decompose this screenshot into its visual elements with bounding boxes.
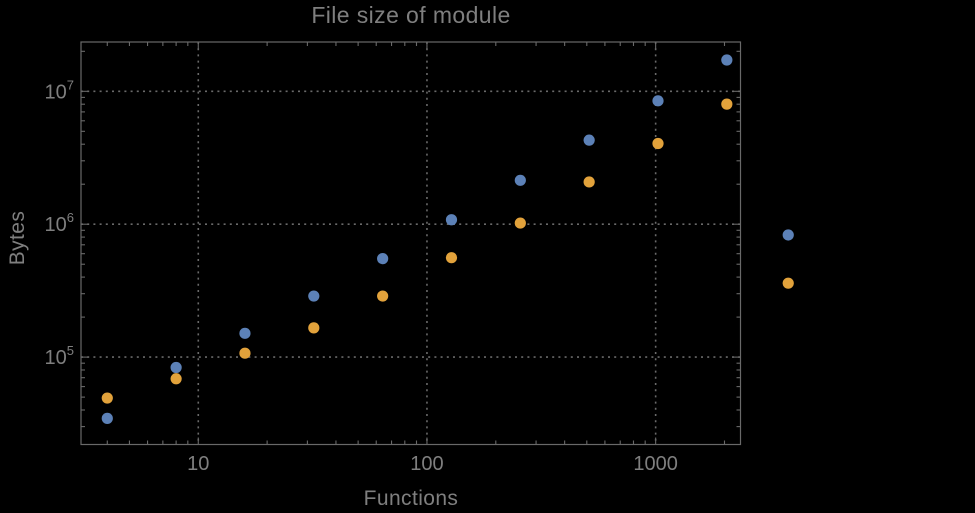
x-axis-label: Functions xyxy=(363,487,459,510)
x-tick-label-1000: 1000 xyxy=(633,453,678,475)
plot-frame xyxy=(80,41,742,446)
x-tick-label-100: 100 xyxy=(410,453,443,475)
data-point-series-1-blue-x16 xyxy=(239,327,251,339)
y-axis-label: Bytes xyxy=(6,210,29,266)
data-point-series-1-blue-x3800 xyxy=(782,229,794,241)
data-point-series-1-blue-x8 xyxy=(170,361,182,374)
chart-title: File size of module xyxy=(311,2,511,28)
data-point-series-2-orange-x3800 xyxy=(782,277,794,289)
data-point-series-1-blue-x1024 xyxy=(652,95,664,107)
y-tick-label-10e5: 105 xyxy=(45,343,74,369)
data-point-series-2-orange-x256 xyxy=(514,217,526,229)
series-1-blue xyxy=(101,54,794,424)
x-tick-label-10: 10 xyxy=(187,453,209,475)
y-tick-label-10e6: 106 xyxy=(45,210,74,236)
data-point-series-1-blue-x512 xyxy=(583,134,595,146)
data-point-series-1-blue-x32 xyxy=(308,290,320,302)
axis-ticks xyxy=(81,42,741,445)
data-point-series-2-orange-x64 xyxy=(377,290,389,302)
data-point-series-2-orange-x4 xyxy=(101,392,113,404)
data-point-series-2-orange-x32 xyxy=(308,322,320,334)
y-tick-labels: 105 106 107 xyxy=(45,77,74,369)
data-point-series-1-blue-x256 xyxy=(514,174,526,186)
data-point-series-1-blue-x64 xyxy=(377,253,389,265)
x-tick-labels: 10 100 1000 xyxy=(187,453,678,475)
data-point-series-2-orange-x8 xyxy=(170,373,182,385)
data-point-series-2-orange-x1024 xyxy=(652,137,664,150)
data-point-series-1-blue-x128 xyxy=(445,214,458,226)
y-tick-label-10e7: 107 xyxy=(45,77,74,103)
gridlines xyxy=(81,42,741,445)
data-point-series-1-blue-x2048 xyxy=(721,54,733,66)
data-point-series-2-orange-x512 xyxy=(583,176,595,188)
data-point-series-1-blue-x4 xyxy=(101,412,113,424)
data-point-series-2-orange-x128 xyxy=(445,252,458,264)
data-point-series-2-orange-x2048 xyxy=(721,98,733,110)
series-2-orange xyxy=(101,98,794,404)
data-point-series-2-orange-x16 xyxy=(239,347,251,359)
